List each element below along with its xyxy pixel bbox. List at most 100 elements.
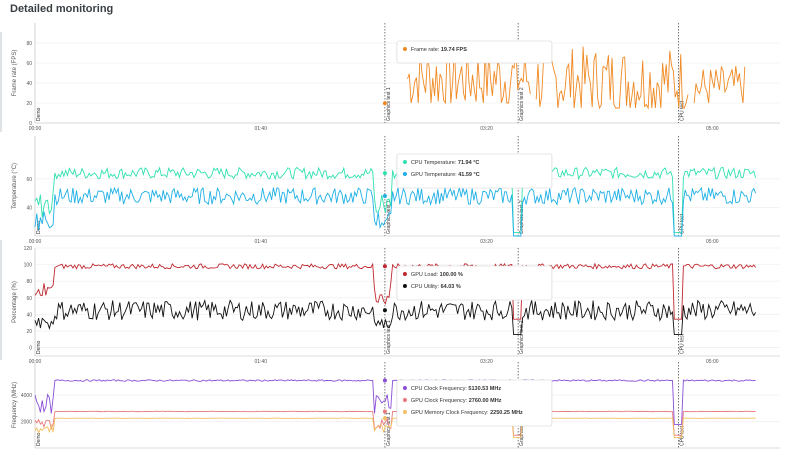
cursor-dot (382, 101, 387, 106)
tooltip-series-name: CPU Utility: (411, 284, 441, 290)
tooltip-label: CPU Temperature: 71.94 °C (411, 160, 479, 166)
marker-label: CPU test (679, 100, 685, 121)
tooltip-swatch (402, 410, 407, 414)
marker-label: Demo (36, 432, 42, 446)
cursor-dot (382, 171, 387, 176)
tooltip-series-name: GPU Temperature: (411, 172, 458, 178)
y-tick-label: 40 (26, 205, 32, 211)
cursor-dot (382, 409, 387, 414)
tooltip-label: GPU Clock Frequency: 2760.00 MHz (411, 398, 502, 404)
cursor-dot (382, 194, 387, 198)
marker-label: Graphics test 1 (386, 320, 392, 354)
y-tick-label: 40 (26, 81, 32, 87)
tooltip-label: CPU Clock Frequency: 5130.53 MHz (411, 386, 501, 392)
y-tick-label: 20 (26, 329, 32, 335)
y-tick-label: 100 (24, 263, 33, 269)
left-edge-bar (0, 240, 2, 360)
tooltip-value: 100.00 % (440, 272, 463, 278)
cursor-dot (382, 264, 387, 269)
x-tick-label: 03:20 (480, 239, 493, 245)
y-tick-label: 60 (26, 61, 32, 67)
y-tick-label: 20 (26, 101, 32, 107)
cursor-dot (382, 416, 387, 421)
y-axis-label: Temperature (°C) (12, 163, 18, 209)
tooltip-label: GPU Memory Clock Frequency: 2250.25 MHz (411, 410, 523, 416)
tooltip-series-name: CPU Temperature: (411, 160, 458, 166)
tooltip-swatch (402, 47, 407, 51)
tooltip-swatch (402, 172, 407, 176)
left-edge-bar (0, 32, 2, 132)
tooltip-value: 2760.00 MHz (469, 398, 502, 404)
x-tick-label: 05:00 (706, 126, 719, 132)
tooltip-swatch (402, 284, 407, 288)
tooltip-value: 2250.25 MHz (490, 410, 523, 416)
y-tick-label: 80 (26, 279, 32, 285)
cursor-dot (382, 378, 387, 383)
marker-label: CPU test (679, 425, 685, 446)
tooltip-swatch (402, 398, 407, 402)
frame-rate-line (693, 65, 746, 104)
gpu-memory-clock-frequencyline (34, 417, 756, 439)
gpu-loadline (34, 262, 756, 320)
cpu-clock-frequencyline (34, 379, 756, 425)
tooltip-series-name: GPU Memory Clock Frequency: (411, 410, 490, 416)
x-tick-label: 05:00 (706, 359, 719, 365)
tooltip-series-name: GPU Load: (411, 272, 440, 278)
tooltip-label: Frame rate: 19.74 FPS (411, 47, 467, 53)
tooltip-value: 64.03 % (441, 284, 461, 290)
marker-label: Graphics test 2 (519, 412, 525, 446)
x-tick-label: 00:00 (29, 126, 42, 132)
tooltip-series-name: CPU Clock Frequency: (411, 386, 468, 392)
gpu-clock-frequencyline (34, 410, 756, 436)
frame-rate-line (535, 46, 689, 110)
y-tick-label: 40 (26, 312, 32, 318)
x-tick-label: 03:20 (480, 359, 493, 365)
marker-label: Demo (36, 340, 42, 354)
marker-label: Graphics test 1 (386, 412, 392, 446)
x-tick-label: 00:00 (29, 239, 42, 245)
x-tick-label: 03:20 (480, 126, 493, 132)
y-tick-label: 80 (26, 41, 32, 47)
tooltip-box (396, 153, 553, 189)
y-tick-label: 60 (26, 296, 32, 302)
gpu-temperatureline (34, 186, 757, 237)
cursor-dot (382, 308, 387, 313)
tooltip-box (396, 379, 553, 427)
page-title: Detailed monitoring (10, 3, 114, 15)
marker-label: Demo (36, 107, 42, 121)
marker-label: Graphics test 2 (519, 87, 525, 121)
tooltip-series-name: GPU Clock Frequency: (411, 398, 469, 404)
tooltip-label: CPU Utility: 64.03 % (411, 284, 461, 290)
x-tick-label: 01:40 (254, 239, 267, 245)
y-axis-label: Frame rate (FPS) (12, 50, 18, 97)
y-axis-label: Percentage (%) (12, 281, 18, 323)
tooltip-value: 5130.53 MHz (468, 386, 501, 392)
tooltip-box (396, 40, 553, 64)
tooltip-value: 41.59 °C (458, 172, 479, 178)
cpu-utilityline (34, 298, 756, 336)
tooltip-swatch (402, 272, 407, 276)
tooltip-swatch (402, 160, 407, 164)
y-tick-label: 4000 (21, 393, 32, 399)
y-tick-label: 120 (24, 246, 33, 252)
tooltip-label: GPU Temperature: 41.59 °C (411, 172, 480, 178)
tooltip-swatch (402, 386, 407, 390)
x-tick-label: 05:00 (706, 239, 719, 245)
cpu-temperatureline (34, 166, 757, 234)
x-tick-label: 01:40 (254, 126, 267, 132)
marker-label: Graphics test 1 (386, 200, 392, 234)
y-tick-label: 2000 (21, 420, 32, 426)
tooltip-box (396, 265, 553, 301)
marker-label: CPU test (679, 333, 685, 354)
tooltip-value: 71.94 °C (458, 160, 479, 166)
y-tick-label: 0 (29, 346, 32, 352)
marker-label: Graphics test 1 (386, 87, 392, 121)
y-tick-label: 0 (29, 121, 32, 127)
tooltip-value: 19.74 FPS (441, 47, 467, 53)
y-tick-label: 60 (26, 177, 32, 183)
tooltip-label: GPU Load: 100.00 % (411, 272, 463, 278)
marker-label: Graphics test 2 (519, 320, 525, 354)
y-axis-label: Frequency (MHz) (12, 382, 18, 428)
monitoring-charts: 0 20 40 60 80 Frame rate (FPS) 00:00 01:40 03:20… (12, 23, 780, 449)
x-tick-label: 01:40 (254, 359, 267, 365)
